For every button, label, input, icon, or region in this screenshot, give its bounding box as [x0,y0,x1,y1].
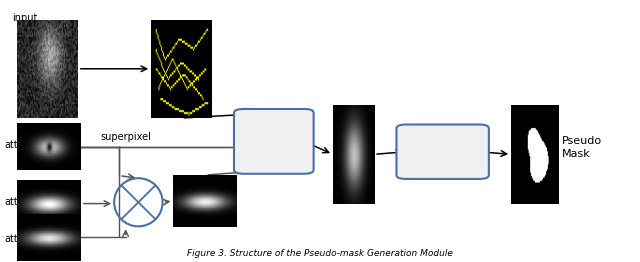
FancyBboxPatch shape [396,124,489,179]
Text: superpixel: superpixel [100,132,151,142]
Text: att3: att3 [4,234,24,244]
Text: Get
Mean: Get Mean [258,126,290,156]
Text: Pseudo
Mask: Pseudo Mask [562,136,602,160]
Text: Thresholding: Thresholding [406,147,479,157]
Text: att2: att2 [4,197,24,207]
FancyBboxPatch shape [234,109,314,174]
Text: Figure 3. Structure of the Pseudo-mask Generation Module: Figure 3. Structure of the Pseudo-mask G… [187,249,453,258]
Text: input: input [12,13,38,23]
Text: att1: att1 [4,140,24,150]
